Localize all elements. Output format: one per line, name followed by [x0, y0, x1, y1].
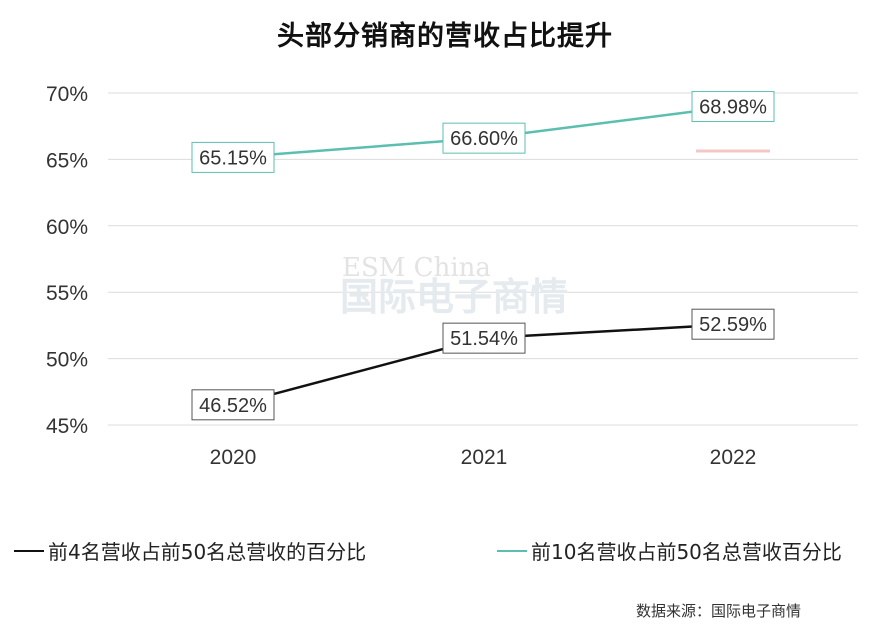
legend-swatch-top4 — [14, 549, 44, 552]
x-tick-label: 2020 — [210, 446, 257, 469]
y-tick-label: 70% — [46, 83, 88, 106]
y-tick-label: 45% — [46, 415, 88, 438]
source-note: 数据来源：国际电子商情 — [636, 602, 802, 620]
data-label-text: 51.54% — [450, 328, 518, 350]
legend-item-top4: 前4名营收占前50名总营收的百分比 — [14, 536, 366, 565]
data-label-box — [442, 122, 526, 154]
legend-swatch-top10 — [497, 549, 527, 552]
data-label: 52.59% — [691, 308, 775, 340]
data-labels: 46.52% 51.54% 52.59% 65.15% 66.60% 68.98% — [191, 91, 775, 421]
watermark: ESM China 国际电子商情 — [340, 253, 568, 319]
y-tick-label: 50% — [46, 349, 88, 372]
data-label: 46.52% — [191, 389, 275, 421]
y-tick-label: 60% — [46, 216, 88, 239]
data-label-text: 68.98% — [699, 97, 767, 119]
data-label-box — [442, 322, 526, 354]
data-label-box — [191, 141, 275, 173]
y-tick-label: 55% — [46, 282, 88, 305]
legend-label-top4: 前4名营收占前50名总营收的百分比 — [48, 540, 367, 564]
data-label: 51.54% — [442, 322, 526, 354]
legend-label-top10: 前10名营收占前50名总营收百分比 — [531, 540, 842, 564]
x-tick-label: 2022 — [710, 446, 757, 469]
watermark-cn: 国际电子商情 — [340, 275, 568, 319]
x-tick-label: 2021 — [461, 446, 508, 469]
data-label-box — [191, 389, 275, 421]
data-label-text: 66.60% — [450, 128, 518, 150]
data-label-text: 46.52% — [199, 395, 267, 417]
data-label-box — [691, 308, 775, 340]
data-label-text: 65.15% — [199, 147, 267, 169]
y-tick-label: 65% — [46, 149, 88, 172]
watermark-en: ESM China — [342, 253, 491, 283]
legend-item-top10: 前10名营收占前50名总营收百分比 — [497, 536, 842, 565]
data-label-box — [691, 91, 775, 123]
data-label-text: 52.59% — [699, 314, 767, 336]
data-label: 65.15% — [191, 141, 275, 173]
data-label: 66.60% — [442, 122, 526, 154]
y-axis-ticks: 45% 50% 55% 60% 65% 70% — [46, 83, 88, 438]
data-label: 68.98% — [691, 91, 775, 123]
x-axis-ticks: 2020 2021 2022 — [210, 446, 757, 469]
chart-title: 头部分销商的营收占比提升 — [277, 21, 613, 52]
